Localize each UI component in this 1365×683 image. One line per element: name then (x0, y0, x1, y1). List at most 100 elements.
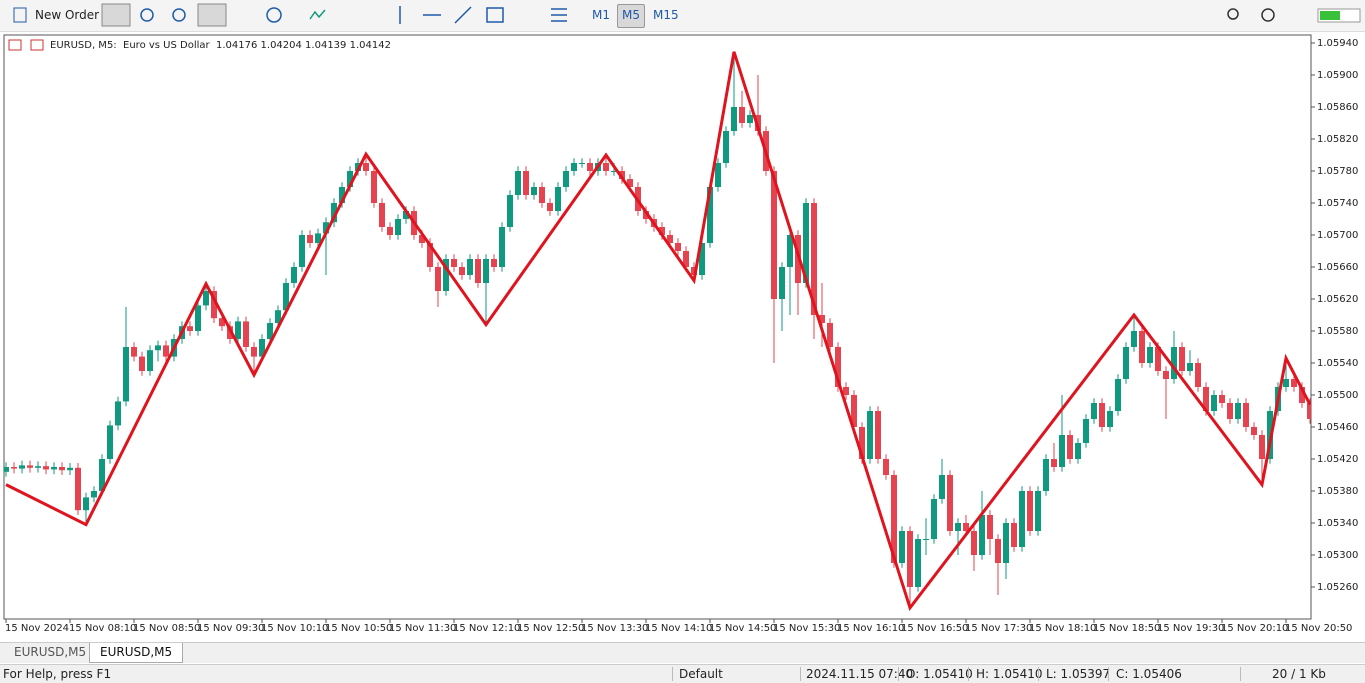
candle-body (211, 291, 217, 319)
y-tick-label: 1.05420 (1317, 454, 1358, 465)
candle-body (891, 475, 897, 563)
x-tick-label: 15 Nov 13:30 (581, 623, 648, 634)
candle-body (123, 347, 129, 402)
zoom-out[interactable] (172, 8, 186, 22)
candle-body (659, 227, 665, 235)
candle-body (4, 467, 9, 472)
candle-body (35, 466, 41, 468)
candle-body (27, 465, 33, 468)
candle-body (187, 326, 193, 331)
candle-body (523, 171, 529, 195)
status-profile: Default (679, 667, 723, 681)
candle-body (747, 115, 753, 123)
timeframe[interactable]: M5 (617, 4, 645, 28)
periods[interactable] (266, 7, 282, 23)
candle-body (1027, 491, 1033, 531)
candle-body (1283, 379, 1289, 387)
candle-body (1091, 403, 1097, 419)
y-tick-label: 1.05540 (1317, 358, 1358, 369)
candle-body (563, 171, 569, 187)
status-time: 2024.11.15 07:40 (806, 667, 914, 681)
candle-body (979, 515, 985, 555)
candle-body (723, 131, 729, 163)
zoom-in[interactable] (140, 8, 154, 22)
candle-body (1219, 395, 1225, 403)
y-tick-label: 1.05900 (1317, 70, 1358, 81)
candle-body (699, 243, 705, 275)
candle-body (923, 539, 929, 540)
candle-body (1083, 419, 1089, 443)
candle-body (259, 339, 265, 357)
candle-body (1243, 403, 1249, 427)
candle-mode[interactable] (101, 3, 131, 27)
candle-body (1035, 491, 1041, 531)
x-tick-label: 15 Nov 17:30 (965, 623, 1032, 634)
candle-body (43, 466, 49, 470)
candle-body (1139, 331, 1145, 363)
candle-body (283, 283, 289, 311)
x-tick-label: 15 Nov 18:50 (1093, 623, 1160, 634)
tab[interactable]: EURUSD,M5 (89, 643, 184, 663)
candle-body (779, 267, 785, 299)
candle-body (1251, 427, 1257, 435)
x-tick-label: 15 Nov 12:50 (517, 623, 584, 634)
candle-body (835, 347, 841, 387)
candle-body (1299, 387, 1305, 403)
shapes[interactable] (486, 7, 504, 23)
new-order-icon (13, 7, 27, 23)
search[interactable] (1227, 8, 1239, 20)
chart-icon (30, 39, 44, 51)
candle-body (427, 243, 433, 267)
new-order[interactable]: New Order (35, 8, 100, 22)
candle-body (827, 323, 833, 347)
candle-body (1043, 459, 1049, 491)
candle-body (731, 107, 737, 131)
candle-body (51, 467, 57, 470)
candle-body (467, 259, 473, 275)
candle-body (251, 347, 257, 357)
candle-body (1019, 491, 1025, 547)
candle-body (939, 475, 945, 499)
candle-body (139, 356, 145, 371)
candle-body (91, 491, 97, 498)
candle-body (1059, 435, 1065, 467)
candle-body (1003, 523, 1009, 563)
x-tick-label: 15 Nov 08:10 (69, 623, 136, 634)
indicators[interactable] (309, 9, 326, 20)
candle-body (547, 203, 553, 211)
candle-body (571, 163, 577, 171)
candle-body (515, 171, 521, 195)
x-tick-label: 15 Nov 16:10 (837, 623, 904, 634)
toolbar: New Order M1 M5 M15 (0, 0, 1365, 32)
candle-body (1291, 379, 1297, 387)
autoscroll[interactable] (197, 3, 227, 27)
candle-body (203, 291, 209, 306)
candle-body (531, 187, 537, 195)
candle-body (795, 235, 801, 283)
tab[interactable]: EURUSD,M5 (14, 645, 87, 659)
candle-body (715, 163, 721, 187)
candle-body (499, 227, 505, 267)
timeframe[interactable]: M1 (592, 8, 610, 22)
status-high: H: 1.05410 (976, 667, 1043, 681)
candle-body (395, 219, 401, 235)
candle-body (1195, 363, 1201, 387)
candle-body (995, 539, 1001, 563)
candle-body (1123, 347, 1129, 379)
candle-body (603, 163, 609, 171)
candle-body (675, 243, 681, 251)
candle-body (131, 347, 137, 357)
y-tick-label: 1.05620 (1317, 294, 1358, 305)
candle-body (1307, 403, 1311, 419)
candle-body (667, 235, 673, 243)
timeframe[interactable]: M15 (653, 8, 679, 22)
candle-body (419, 235, 425, 243)
candle-body (851, 395, 857, 427)
candle-body (907, 531, 913, 587)
account[interactable] (1261, 8, 1275, 22)
candle-body (243, 321, 249, 347)
y-tick-label: 1.05700 (1317, 230, 1358, 241)
candle-body (947, 475, 953, 531)
trendline[interactable] (454, 6, 472, 24)
candle-body (475, 259, 481, 283)
